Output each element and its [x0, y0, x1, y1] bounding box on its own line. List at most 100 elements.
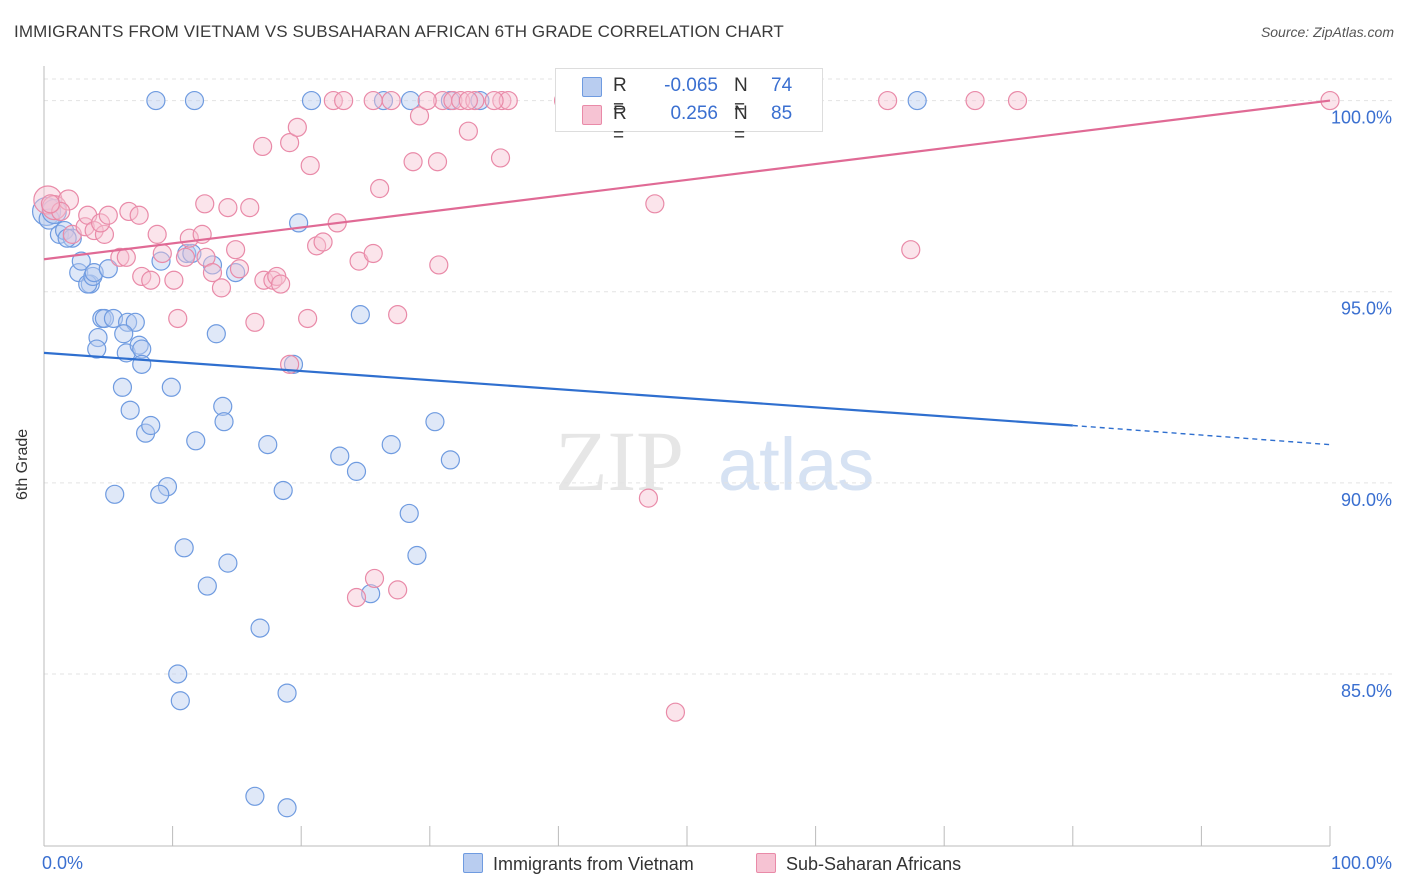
point-african	[403, 152, 423, 172]
point-african	[417, 90, 437, 111]
point-vietnam	[425, 412, 445, 432]
legend-label-africans: Sub-Saharan Africans	[786, 854, 962, 874]
point-african	[141, 270, 161, 290]
y-tick-label: 95.0%	[1341, 299, 1392, 319]
point-african	[334, 90, 354, 111]
legend-r-value: -0.065	[664, 75, 718, 96]
point-african	[84, 220, 104, 241]
point-african	[168, 308, 188, 329]
point-african	[878, 90, 898, 111]
point-african	[638, 488, 659, 508]
point-african	[211, 278, 232, 298]
point-african	[313, 232, 333, 252]
point-african	[164, 270, 184, 290]
point-african	[152, 243, 172, 264]
point-african	[110, 247, 130, 267]
point-vietnam	[361, 584, 381, 604]
point-vietnam	[350, 305, 370, 325]
trend-line-vietnam-extension	[1072, 424, 1331, 446]
point-vietnam	[105, 484, 125, 504]
point-african	[40, 194, 61, 214]
point-vietnam	[141, 415, 161, 436]
point-african	[409, 106, 430, 126]
chart-title: IMMIGRANTS FROM VIETNAM VS SUBSAHARAN AF…	[14, 22, 784, 41]
point-vietnam	[250, 618, 270, 638]
legend-swatch-blue	[463, 853, 483, 873]
point-vietnam	[381, 435, 401, 455]
point-vietnam	[186, 431, 206, 451]
point-vietnam	[346, 461, 367, 481]
watermark-zip: ZIP	[555, 413, 684, 509]
point-vietnam	[168, 664, 188, 684]
point-african	[90, 213, 111, 233]
x-tick-label-max: 100.0%	[1331, 853, 1392, 873]
legend-swatch-pink	[756, 853, 776, 873]
point-african	[364, 568, 385, 589]
point-african	[451, 90, 471, 111]
point-vietnam	[150, 484, 170, 504]
point-african	[346, 587, 367, 608]
point-vietnam	[71, 251, 91, 271]
tick-labels: 85.0% 90.0% 95.0% 100.0% 0.0% 100.0%	[42, 108, 1392, 873]
watermark-atlas: atlas	[718, 423, 874, 506]
point-vietnam	[184, 90, 205, 111]
point-african	[300, 155, 320, 176]
grid-lines	[44, 78, 1392, 675]
point-vietnam	[245, 786, 265, 806]
legend-r-label: R =	[613, 75, 627, 118]
point-vietnam	[206, 324, 226, 344]
point-vietnam	[103, 308, 124, 329]
point-vietnam	[120, 400, 140, 420]
stats-legend: R = -0.065 N = 74 R = 0.256 N = 85	[555, 68, 823, 146]
point-african	[147, 224, 167, 244]
point-african	[965, 90, 985, 111]
y-tick-label: 100.0%	[1331, 108, 1392, 128]
point-african	[370, 178, 390, 199]
legend-n-value: 74	[771, 75, 793, 96]
point-african	[202, 263, 223, 283]
legend-n-value: 85	[771, 103, 793, 124]
legend-item-africans: Sub-Saharan Africans	[756, 853, 961, 875]
point-vietnam	[132, 354, 152, 374]
point-african	[51, 201, 71, 222]
point-vietnam	[277, 798, 297, 818]
point-african	[427, 152, 448, 172]
point-vietnam	[87, 339, 107, 359]
point-african	[175, 247, 196, 267]
point-african	[240, 198, 260, 218]
legend-swatch-blue	[582, 77, 602, 97]
point-vietnam	[213, 396, 233, 416]
legend-n-label: N =	[734, 75, 748, 118]
point-african	[388, 580, 408, 600]
point-vietnam	[174, 538, 194, 558]
point-vietnam	[373, 90, 394, 111]
point-vietnam	[399, 503, 419, 524]
point-vietnam	[277, 683, 297, 703]
point-vietnam	[907, 90, 927, 111]
point-african	[298, 308, 318, 329]
y-tick-label: 90.0%	[1341, 490, 1392, 510]
point-african	[458, 121, 478, 141]
point-african	[363, 90, 383, 111]
point-african	[33, 185, 63, 215]
point-vietnam	[197, 576, 217, 596]
point-african	[465, 90, 485, 111]
trend-line-african	[43, 99, 1331, 261]
point-african	[253, 136, 273, 157]
point-vietnam	[301, 90, 322, 111]
point-vietnam	[470, 90, 490, 111]
legend-n-label: N =	[734, 103, 748, 146]
point-african	[429, 255, 449, 275]
point-african	[665, 702, 686, 722]
point-vietnam	[57, 228, 77, 248]
point-african	[381, 90, 401, 111]
y-tick-label: 85.0%	[1341, 681, 1392, 701]
point-vietnam	[218, 553, 238, 573]
point-african	[271, 274, 291, 294]
point-african	[226, 240, 246, 260]
point-african	[94, 224, 115, 244]
point-african	[195, 194, 215, 214]
point-african	[119, 201, 139, 222]
point-vietnam	[170, 691, 190, 711]
